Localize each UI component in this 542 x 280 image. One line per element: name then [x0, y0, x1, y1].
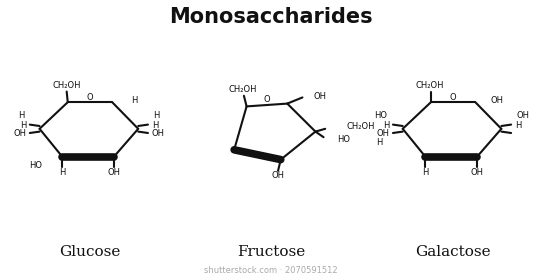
Text: HO: HO: [337, 136, 350, 144]
Text: O: O: [450, 93, 456, 102]
Text: H: H: [59, 168, 66, 177]
Text: OH: OH: [107, 168, 120, 177]
Text: CH₂OH: CH₂OH: [347, 122, 376, 131]
Text: H: H: [18, 111, 24, 120]
Text: OH: OH: [272, 171, 285, 180]
Text: H: H: [153, 111, 160, 120]
Text: H: H: [515, 121, 521, 130]
Text: shutterstock.com · 2070591512: shutterstock.com · 2070591512: [204, 266, 338, 275]
Text: CH₂OH: CH₂OH: [228, 85, 256, 94]
Text: OH: OH: [376, 129, 389, 138]
Text: OH: OH: [13, 129, 26, 138]
Text: HO: HO: [29, 161, 42, 170]
Text: CH₂OH: CH₂OH: [53, 81, 81, 90]
Text: H: H: [152, 121, 158, 130]
Text: OH: OH: [517, 111, 530, 120]
Text: H: H: [383, 121, 389, 130]
Text: OH: OH: [491, 96, 504, 105]
Text: Galactose: Galactose: [415, 245, 491, 259]
Text: O: O: [263, 95, 270, 104]
Text: Glucose: Glucose: [59, 245, 120, 259]
Text: Fructose: Fructose: [237, 245, 305, 259]
Text: O: O: [87, 93, 93, 102]
Text: Monosaccharides: Monosaccharides: [169, 7, 373, 27]
Text: OH: OH: [470, 168, 483, 177]
Text: OH: OH: [313, 92, 326, 101]
Text: H: H: [376, 138, 382, 147]
Text: HO: HO: [375, 111, 388, 120]
Text: CH₂OH: CH₂OH: [416, 81, 444, 90]
Text: OH: OH: [152, 129, 165, 138]
Text: H: H: [422, 168, 429, 177]
Text: H: H: [131, 96, 137, 105]
Text: H: H: [20, 121, 26, 130]
